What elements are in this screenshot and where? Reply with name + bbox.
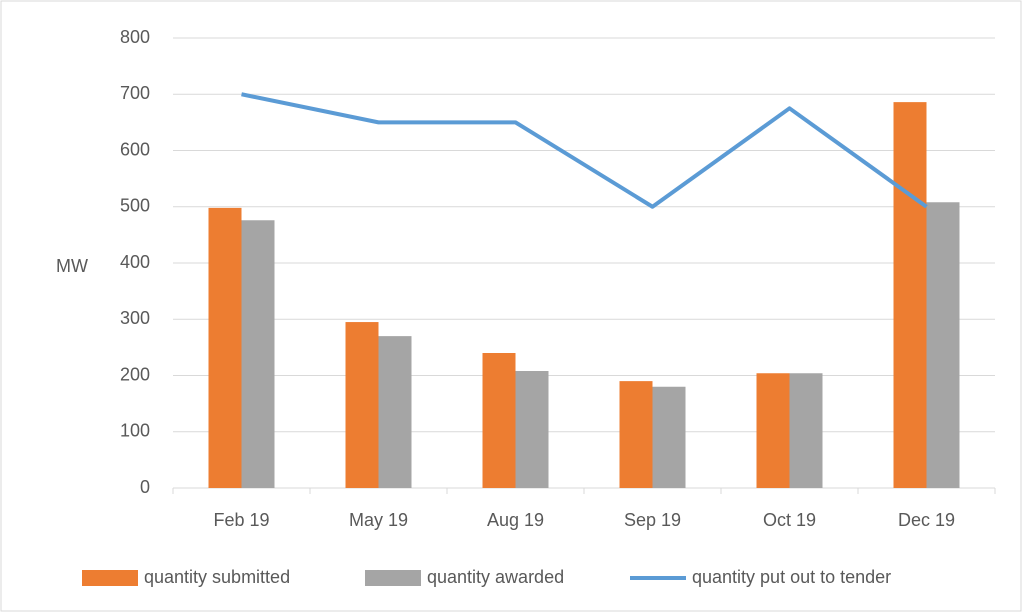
line: [241, 92, 928, 209]
x-tick-label: Dec 19: [898, 510, 955, 530]
legend-swatch: [82, 570, 138, 586]
bar: [378, 336, 412, 488]
x-tick-label: Aug 19: [487, 510, 544, 530]
bar: [482, 353, 516, 488]
x-tick-label: Feb 19: [213, 510, 269, 530]
y-tick-label: 400: [120, 252, 150, 272]
x-tick-label: Sep 19: [624, 510, 681, 530]
bar: [208, 207, 242, 488]
y-tick-label: 300: [120, 308, 150, 328]
bar: [756, 373, 790, 488]
bar: [619, 381, 653, 488]
bar: [789, 373, 823, 488]
x-tick-label: Oct 19: [763, 510, 816, 530]
y-tick-label: 100: [120, 421, 150, 441]
bar: [926, 202, 960, 488]
bar: [652, 386, 686, 488]
y-tick-label: 500: [120, 196, 150, 216]
legend-label: quantity put out to tender: [692, 567, 891, 587]
y-tick-label: 200: [120, 364, 150, 384]
bar: [515, 371, 549, 488]
legend-label: quantity awarded: [427, 567, 564, 587]
y-tick-label: 700: [120, 83, 150, 103]
y-tick-label: 800: [120, 27, 150, 47]
legend-label: quantity submitted: [144, 567, 290, 587]
y-axis-label: MW: [56, 256, 88, 276]
bar: [893, 102, 927, 488]
bar: [241, 220, 275, 488]
bar: [345, 322, 379, 488]
legend-swatch: [365, 570, 421, 586]
y-tick-label: 0: [140, 477, 150, 497]
x-tick-label: May 19: [349, 510, 408, 530]
y-tick-label: 600: [120, 139, 150, 159]
